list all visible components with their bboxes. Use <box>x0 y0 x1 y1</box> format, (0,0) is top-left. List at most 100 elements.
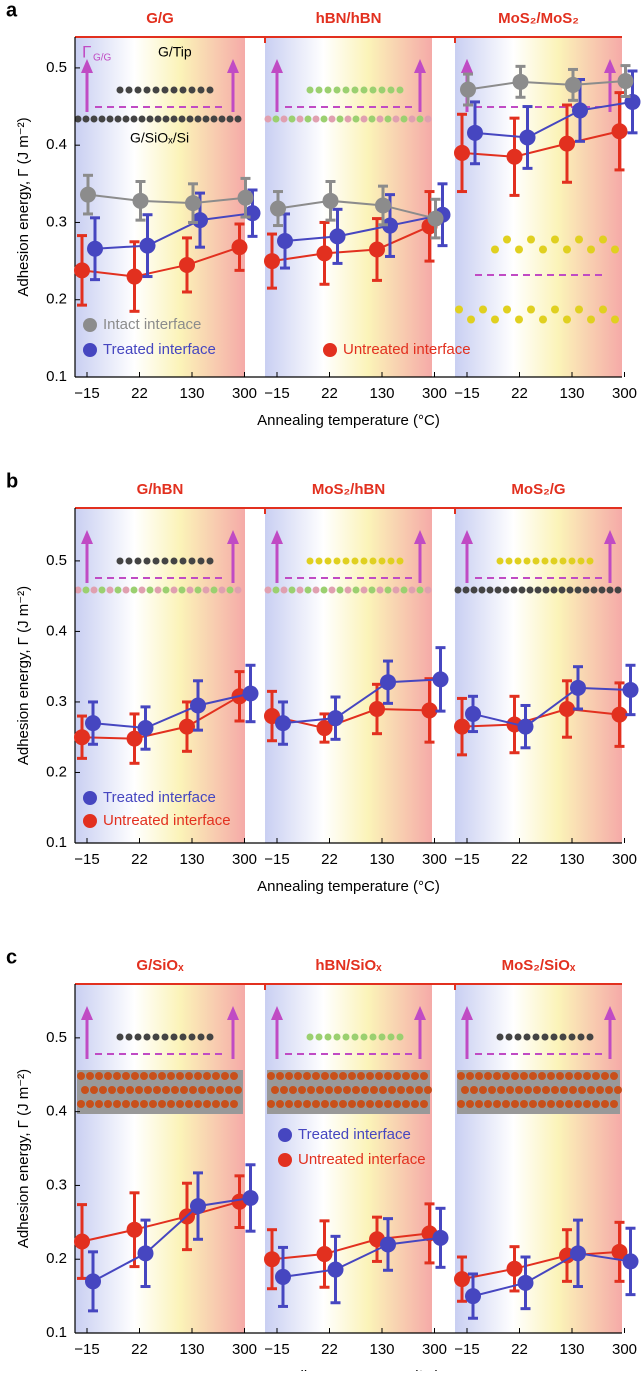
atom <box>420 1100 428 1108</box>
atom <box>194 1100 202 1108</box>
y-axis-label: Adhesion energy, Γ (J m⁻²) <box>15 586 32 765</box>
mean-point <box>380 1236 396 1253</box>
atom <box>116 86 124 94</box>
atom <box>566 586 574 594</box>
legend-marker <box>83 814 97 828</box>
atom <box>541 1033 549 1041</box>
atom <box>542 586 550 594</box>
atom <box>379 1086 387 1094</box>
atom <box>526 586 534 594</box>
y-axis-label: Adhesion energy, Γ (J m⁻²) <box>15 117 32 296</box>
mean-point <box>137 1245 154 1262</box>
atom <box>296 586 304 594</box>
atom <box>312 1100 320 1108</box>
atom <box>140 1100 148 1108</box>
atom <box>592 1072 600 1080</box>
atom <box>122 1100 130 1108</box>
atom <box>556 1100 564 1108</box>
legend-label: Intact interface <box>103 316 201 333</box>
atom <box>376 586 384 594</box>
atom <box>547 1100 555 1108</box>
atom <box>95 1100 103 1108</box>
atom <box>276 1072 284 1080</box>
atom <box>294 1100 302 1108</box>
atom <box>368 115 376 123</box>
atom <box>510 586 518 594</box>
atom <box>134 1033 142 1041</box>
atom <box>400 115 408 123</box>
atom <box>529 1072 537 1080</box>
atom <box>315 86 323 94</box>
atom <box>392 586 400 594</box>
atom <box>146 586 154 594</box>
atom <box>149 1100 157 1108</box>
mean-point <box>137 720 154 737</box>
atom <box>475 1072 483 1080</box>
atom <box>90 1086 98 1094</box>
atom <box>74 115 82 123</box>
atom <box>475 1100 483 1108</box>
atom <box>416 586 424 594</box>
atom <box>126 1086 134 1094</box>
atom <box>77 1072 85 1080</box>
atom <box>402 1072 410 1080</box>
mean-point <box>242 1189 259 1206</box>
atom <box>454 586 462 594</box>
series-line <box>474 100 633 139</box>
atom <box>225 1086 233 1094</box>
atom <box>539 315 547 324</box>
legend-label: Treated interface <box>103 341 216 358</box>
atom <box>212 1072 220 1080</box>
atom <box>180 1086 188 1094</box>
atom <box>176 1072 184 1080</box>
mean-point <box>85 1273 101 1290</box>
atom <box>601 1072 609 1080</box>
atom <box>511 1072 519 1080</box>
atom <box>312 1072 320 1080</box>
atom <box>285 1072 293 1080</box>
series-line <box>277 199 436 220</box>
mean-point <box>572 102 588 119</box>
atom <box>368 586 376 594</box>
atom <box>541 557 549 565</box>
force-arrow-head <box>414 59 426 73</box>
atom <box>534 586 542 594</box>
atom <box>550 586 558 594</box>
atom <box>574 1100 582 1108</box>
atom <box>170 86 178 94</box>
atom <box>154 115 162 123</box>
series-line <box>87 193 246 205</box>
x-tick-label: 22 <box>321 1341 338 1358</box>
atom <box>384 1100 392 1108</box>
mean-point <box>80 186 96 203</box>
atom <box>529 1100 537 1108</box>
y-tick-label: 0.5 <box>46 1029 67 1046</box>
mean-point <box>565 76 581 93</box>
x-tick-label: 300 <box>422 851 447 868</box>
atom <box>226 115 234 123</box>
atom <box>197 1033 205 1041</box>
atom <box>470 1086 478 1094</box>
atom <box>578 1086 586 1094</box>
atom <box>144 1086 152 1094</box>
atom <box>360 586 368 594</box>
atom <box>152 86 160 94</box>
atom <box>134 86 142 94</box>
series-line <box>94 212 253 250</box>
atom <box>614 1086 622 1094</box>
atom <box>387 1033 395 1041</box>
atom <box>143 1033 151 1041</box>
atom <box>550 1033 558 1041</box>
series-line <box>282 678 441 725</box>
mean-point <box>517 718 534 735</box>
force-arrow-head <box>81 59 93 73</box>
atom <box>185 1100 193 1108</box>
mean-point <box>231 239 248 256</box>
legend-marker <box>278 1153 292 1167</box>
atom <box>515 315 523 324</box>
mean-point <box>611 706 628 723</box>
atom <box>206 86 214 94</box>
atom <box>506 1086 514 1094</box>
atom <box>479 305 487 314</box>
mean-point <box>74 729 90 746</box>
